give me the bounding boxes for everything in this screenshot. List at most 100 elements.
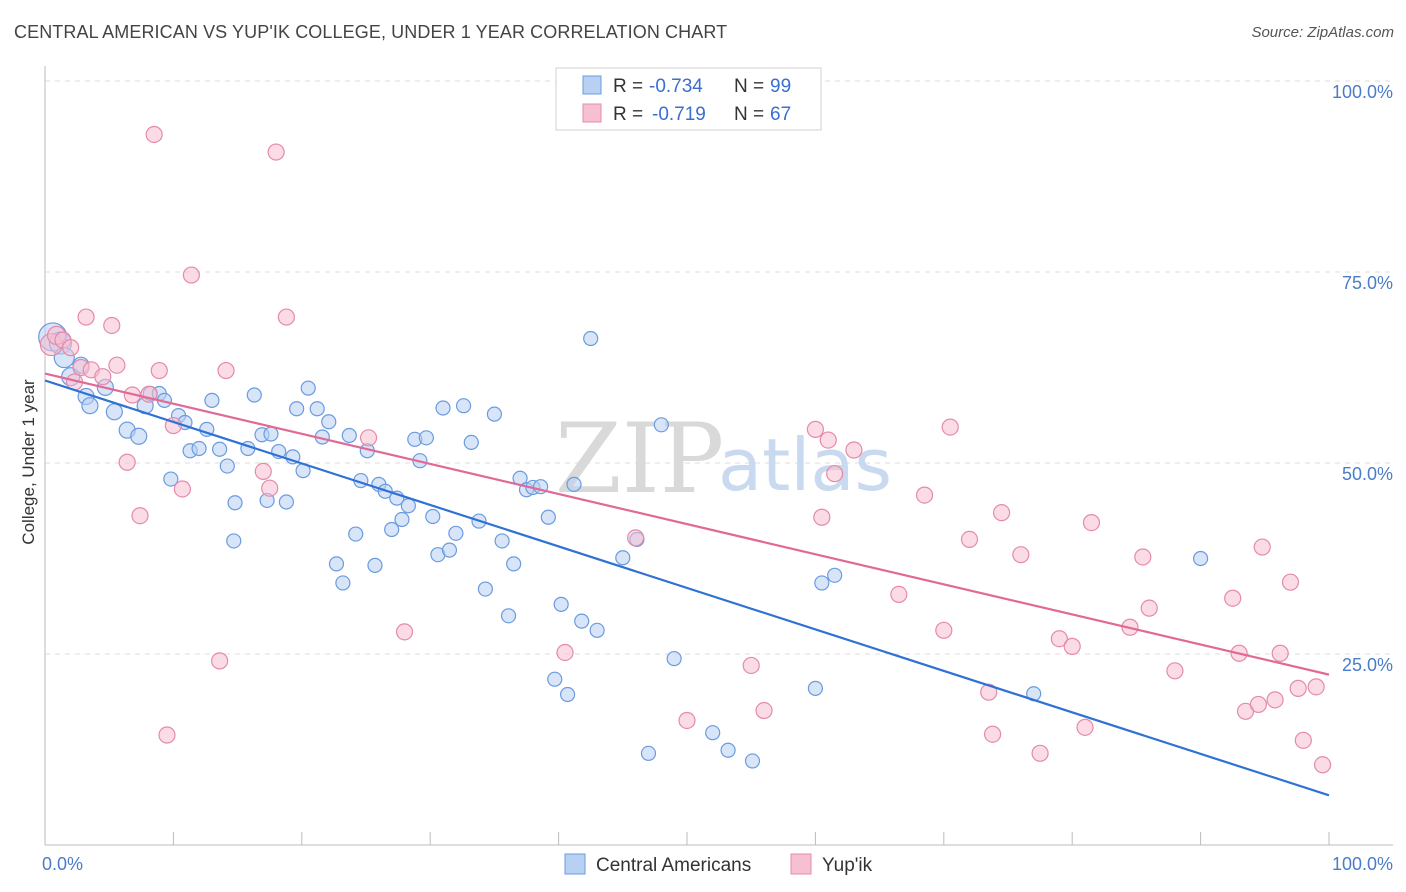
trend-line-central-americans (44, 379, 1330, 797)
point-yupik-23 (254, 462, 272, 481)
legend-r-label-2: R = (613, 104, 643, 125)
point-yupik-21 (211, 652, 229, 670)
point-central-americans-22 (212, 441, 228, 457)
point-central-americans-46 (367, 557, 383, 573)
point-yupik-13 (131, 507, 149, 525)
series-central-americans-points (38, 322, 1209, 769)
point-central-americans-66 (494, 533, 510, 549)
point-yupik-45 (983, 725, 1002, 743)
point-central-americans-76 (559, 686, 576, 703)
point-yupik-27 (359, 429, 378, 447)
bottom-legend-swatch-yupik (790, 853, 812, 875)
axes (44, 66, 1393, 846)
point-central-americans-56 (425, 508, 441, 525)
point-yupik-34 (806, 420, 825, 438)
x-tick-label-max: 100.0% (1332, 854, 1393, 874)
point-yupik-42 (941, 418, 959, 436)
bottom-legend-label-central-americans: Central Americans (596, 855, 751, 876)
point-central-americans-24 (227, 495, 243, 511)
point-yupik-64 (1281, 573, 1300, 591)
point-central-americans-42 (341, 427, 357, 444)
point-yupik-30 (627, 529, 645, 547)
legend-n-label-2: N = (734, 104, 764, 125)
point-central-americans-91 (827, 567, 843, 583)
y-tick-label-25: 25.0% (1342, 655, 1393, 675)
point-central-americans-6 (81, 397, 99, 415)
point-yupik-22 (217, 361, 235, 380)
legend-swatch-yupik (582, 103, 602, 123)
point-central-americans-74 (547, 671, 563, 687)
point-central-americans-77 (566, 476, 582, 492)
point-yupik-47 (1012, 546, 1030, 564)
grid-lines (45, 80, 1393, 655)
legend-n-label-1: N = (734, 76, 764, 97)
point-central-americans-23 (219, 458, 235, 474)
point-yupik-68 (1313, 756, 1332, 774)
point-yupik-49 (1050, 630, 1068, 648)
point-central-americans-41 (335, 575, 351, 591)
point-yupik-16 (150, 361, 168, 380)
watermark-atlas: atlas (718, 423, 892, 507)
trend-line-yupik (44, 372, 1330, 676)
point-yupik-32 (742, 656, 760, 675)
point-yupik-17 (158, 726, 176, 744)
point-central-americans-88 (744, 753, 761, 769)
legend-n-value-2: 67 (770, 104, 791, 125)
point-yupik-51 (1076, 718, 1094, 736)
point-yupik-15 (145, 125, 163, 144)
point-yupik-28 (395, 623, 414, 641)
point-yupik-11 (118, 453, 136, 471)
point-central-americans-39 (321, 414, 337, 430)
point-yupik-9 (103, 316, 121, 335)
point-central-americans-49 (384, 521, 400, 538)
point-yupik-35 (813, 508, 831, 526)
point-yupik-24 (261, 479, 279, 497)
point-yupik-44 (980, 683, 998, 701)
point-central-americans-81 (615, 550, 631, 566)
point-central-americans-89 (807, 680, 824, 696)
point-yupik-61 (1253, 538, 1271, 556)
point-central-americans-51 (394, 511, 410, 528)
point-yupik-39 (890, 585, 908, 604)
point-yupik-33 (755, 701, 773, 720)
point-yupik-6 (77, 308, 95, 326)
point-yupik-43 (960, 530, 979, 549)
point-central-americans-65 (486, 406, 502, 422)
point-central-americans-93 (1192, 550, 1209, 567)
legend-r-value-1: -0.734 (649, 76, 703, 97)
y-tick-label-75: 75.0% (1342, 273, 1393, 293)
point-central-americans-36 (300, 380, 316, 396)
point-central-americans-86 (705, 725, 721, 741)
point-central-americans-61 (455, 398, 472, 414)
series-yupik-points (39, 125, 1332, 774)
point-yupik-50 (1063, 637, 1081, 655)
point-yupik-41 (935, 621, 953, 639)
x-tick-label-min: 0.0% (42, 854, 83, 874)
point-central-americans-80 (589, 622, 605, 638)
point-central-americans-75 (553, 596, 569, 612)
bottom-legend-swatch-central-americans (564, 853, 586, 875)
point-central-americans-43 (348, 526, 364, 542)
point-central-americans-58 (435, 400, 451, 416)
top-legend: R = -0.734 N = 99 R = -0.719 N = 67 (555, 67, 822, 131)
point-yupik-36 (819, 431, 837, 449)
bottom-legend-label-yupik: Yup'ik (822, 855, 873, 876)
point-yupik-60 (1249, 695, 1267, 714)
point-yupik-48 (1031, 744, 1049, 762)
point-central-americans-87 (720, 742, 736, 758)
point-yupik-66 (1294, 731, 1312, 749)
x-axis-ticks (44, 832, 1330, 845)
point-central-americans-15 (163, 471, 179, 487)
point-yupik-54 (1134, 548, 1152, 566)
watermark-zip: ZIP (555, 403, 724, 515)
point-yupik-62 (1266, 691, 1284, 709)
point-central-americans-60 (448, 525, 464, 541)
point-yupik-31 (678, 711, 696, 730)
point-central-americans-62 (463, 434, 479, 450)
x-axis-tick-labels: 0.0% 100.0% (42, 854, 1393, 874)
point-central-americans-19 (191, 440, 207, 457)
point-yupik-46 (992, 504, 1011, 522)
point-central-americans-52 (400, 498, 416, 514)
point-central-americans-30 (263, 426, 279, 442)
